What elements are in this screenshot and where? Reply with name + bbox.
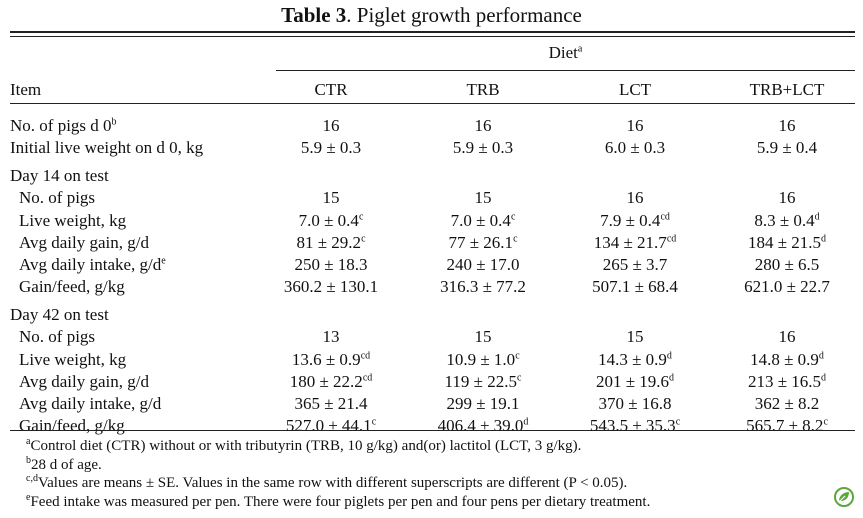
table-row: Initial live weight on d 0, kg 5.9 ± 0.3 5… [0,137,863,158]
table-cell: 265 ± 3.7 [602,254,668,274]
table-cell: 15 [474,188,492,208]
table-cell: 280 ± 6.5 [754,254,820,274]
table-cell: 316.3 ± 77.2 [440,277,526,297]
table-cell: 184 ± 21.5d [747,232,827,252]
table-cell: 81 ± 29.2c [296,232,366,252]
table-cell: 370 ± 16.8 [598,393,672,413]
footnote: c,dValues are means ± SE. Values in the … [26,473,628,492]
row-label: Live weight, kg [19,349,127,369]
table-cell: 15 [474,327,492,347]
row-label: Day 42 on test [10,305,109,325]
row-label: Gain/feed, g/kg [19,277,125,297]
table-row: No. of pigs d 0b 16 16 16 16 [0,115,863,136]
row-label: No. of pigs [19,188,96,208]
table-cell: 543.5 ± 35.3c [589,415,681,435]
table-row: Day 14 on test [0,165,863,186]
table-row: Gain/feed, g/kg 527.0 ± 44.1c 406.4 ± 39.0… [0,415,863,436]
row-label: No. of pigs d 0b [10,116,117,135]
table-cell: 5.9 ± 0.3 [300,138,362,158]
top-rule [10,31,855,33]
footnote: b28 d of age. [26,454,102,473]
table-cell: 406.4 ± 39.0d [437,415,529,435]
table-cell: 180 ± 22.2cd [289,371,373,391]
caption-text: . Piglet growth performance [346,3,582,27]
bottom-rule [10,430,855,431]
row-label: Avg daily intake, g/d [19,393,162,413]
table-cell: 16 [322,116,340,135]
row-label: No. of pigs [19,327,96,347]
header-rule [10,103,855,104]
leaf-badge-icon[interactable] [834,487,854,507]
table-cell: 621.0 ± 22.7 [744,277,830,297]
footnote: eFeed intake was measured per pen. There… [26,491,651,510]
footnotes: aControl diet (CTR) without or with trib… [26,437,650,511]
table-row: Avg daily intake, g/d 365 ± 21.4 299 ± 19.… [0,393,863,414]
table-cell: 360.2 ± 130.1 [283,277,379,297]
table-row: Day 42 on test [0,304,863,325]
table-row: Avg daily intake, g/de 250 ± 18.3 240 ± 17… [0,254,863,275]
table-cell: 213 ± 16.5d [747,371,827,391]
table-cell: 527.0 ± 44.1c [285,415,377,435]
row-label: Initial live weight on d 0, kg [10,138,204,158]
table-cell: 250 ± 18.3 [294,254,368,274]
column-header-trb: TRB [466,80,500,99]
table-row: Avg daily gain, g/d 81 ± 29.2c 77 ± 26.1c 1… [0,232,863,253]
table-row: No. of pigs 15 15 16 16 [0,187,863,208]
table-cell: 240 ± 17.0 [446,254,520,274]
table-cell: 362 ± 8.2 [754,393,820,413]
table-cell: 201 ± 19.6d [595,371,675,391]
item-header: Item [10,80,42,99]
column-header-lct: LCT [618,80,652,99]
diet-header-sup: a [577,43,583,55]
diet-header: Dieta [548,43,583,62]
top-rule-thin [10,36,855,37]
table-cell: 10.9 ± 1.0c [446,349,520,369]
table-cell: 14.8 ± 0.9d [750,349,824,369]
table-cell: 119 ± 22.5c [444,371,522,391]
table-cell: 507.1 ± 68.4 [592,277,678,297]
table-cell: 15 [322,188,340,208]
table-row: Live weight, kg 7.0 ± 0.4c 7.0 ± 0.4c 7.9 ±… [0,210,863,231]
column-header-trb-lct: TRB+LCT [749,80,825,99]
table-cell: 7.9 ± 0.4cd [600,210,670,230]
row-label: Gain/feed, g/kg [19,415,125,435]
table-cell: 16 [778,188,796,208]
table-cell: 134 ± 21.7cd [593,232,677,252]
table-cell: 565.7 ± 8.2c [746,415,828,435]
table-caption: Table 3. Piglet growth performance [0,2,863,28]
diet-span-rule [276,70,855,71]
table-row: No. of pigs 13 15 15 16 [0,326,863,347]
table-row: Gain/feed, g/kg 360.2 ± 130.1 316.3 ± 77.2… [0,276,863,297]
table-cell: 15 [626,327,644,347]
table-cell: 5.9 ± 0.4 [756,138,818,158]
table-cell: 7.0 ± 0.4c [298,210,364,230]
table-cell: 365 ± 21.4 [294,393,368,413]
row-label: Day 14 on test [10,166,109,186]
row-label: Avg daily intake, g/de [19,254,166,274]
row-label: Live weight, kg [19,210,127,230]
table-cell: 13.6 ± 0.9cd [291,349,371,369]
table-cell: 7.0 ± 0.4c [450,210,516,230]
table-cell: 6.0 ± 0.3 [604,138,666,158]
table-row: Live weight, kg 13.6 ± 0.9cd 10.9 ± 1.0c 14… [0,349,863,370]
table-cell: 16 [626,188,644,208]
table-cell: 8.3 ± 0.4d [754,210,820,230]
table-cell: 77 ± 26.1c [448,232,518,252]
table-cell: 5.9 ± 0.3 [452,138,514,158]
table-row: Avg daily gain, g/d 180 ± 22.2cd 119 ± 22.… [0,371,863,392]
column-header-ctr: CTR [314,80,348,99]
table-cell: 14.3 ± 0.9d [598,349,672,369]
table-cell: 16 [778,327,796,347]
table-cell: 16 [626,116,644,135]
table-cell: 13 [322,327,340,347]
caption-label: Table 3 [281,3,347,27]
table-cell: 16 [474,116,492,135]
footnote: aControl diet (CTR) without or with trib… [26,436,582,455]
table-cell: 299 ± 19.1 [446,393,520,413]
row-label: Avg daily gain, g/d [19,232,149,252]
row-label: Avg daily gain, g/d [19,371,149,391]
table-cell: 16 [778,116,796,135]
